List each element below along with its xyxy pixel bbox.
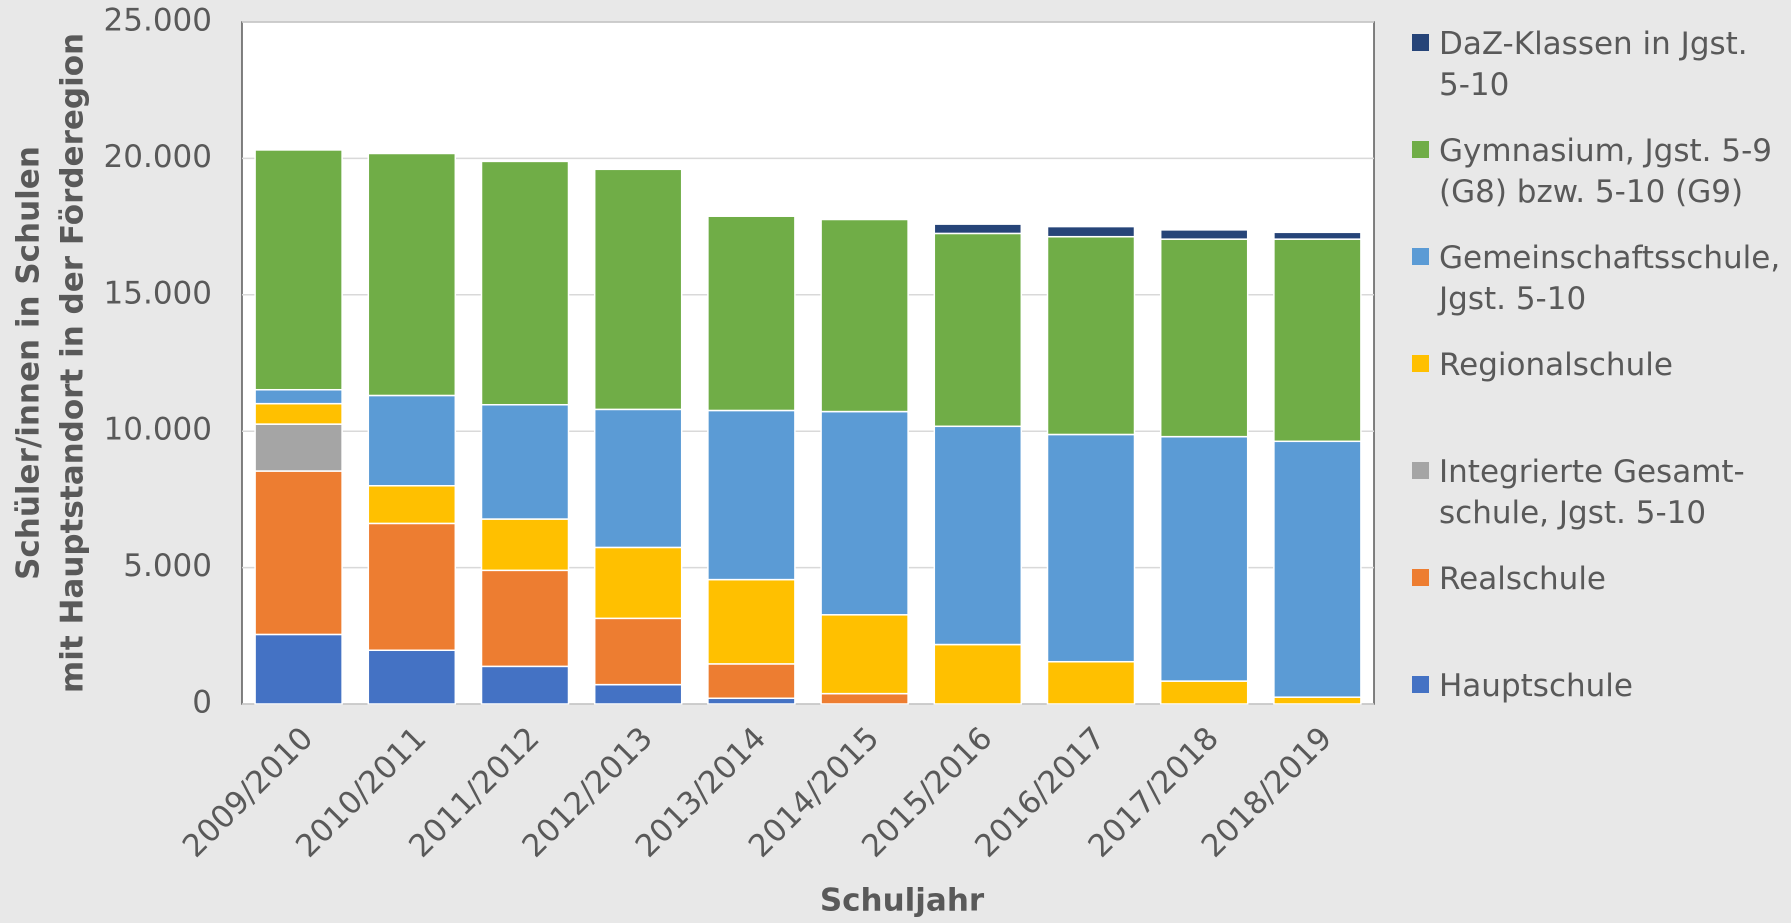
legend-item: Regionalschule [1412, 345, 1782, 386]
bar-segment [254, 633, 343, 705]
legend-label: Integrierte Gesamt-schule, Jgst. 5-10 [1439, 454, 1745, 531]
y-tick-label: 15.000 [104, 275, 212, 311]
bar-segment [820, 218, 909, 413]
bar-segment [933, 223, 1023, 235]
legend-label: DaZ-Klassen in Jgst. 5-10 [1439, 26, 1748, 103]
legend-item: Realschule [1412, 559, 1782, 600]
bar-segment [707, 697, 796, 705]
legend-swatch [1412, 141, 1429, 158]
bar-segment [933, 425, 1023, 646]
bar-segment [593, 168, 683, 411]
legend-label: Gymnasium, Jgst. 5-9 (G8) bzw. 5-10 (G9) [1439, 133, 1772, 210]
bar-segment [254, 402, 343, 425]
bar-segment [367, 394, 457, 487]
legend-item: Hauptschule [1412, 666, 1782, 707]
legend-item: Integrierte Gesamt-schule, Jgst. 5-10 [1412, 452, 1782, 534]
bar-segment [1159, 238, 1249, 438]
bar-segment [1273, 231, 1362, 240]
legend-item: Gymnasium, Jgst. 5-9 (G8) bzw. 5-10 (G9) [1412, 131, 1782, 213]
y-tick-label: 20.000 [104, 139, 212, 175]
bar-segment [254, 388, 343, 405]
bar-segment [933, 232, 1023, 428]
bar-segment [820, 410, 909, 616]
bar-segment [593, 617, 683, 686]
y-tick-label: 10.000 [104, 412, 212, 448]
legend-swatch [1412, 676, 1429, 693]
bar-segment [1159, 680, 1249, 705]
y-axis-title: Schüler/innen in Schulen [11, 146, 47, 580]
bar-segment [1159, 229, 1249, 240]
y-tick-label: 0 [192, 685, 212, 721]
legend-swatch [1412, 248, 1429, 265]
bar-segment [707, 663, 796, 700]
bar-segment [820, 614, 909, 695]
bar-segment [1046, 433, 1136, 663]
y-tick-label: 5.000 [123, 548, 212, 584]
bar-segment [1159, 435, 1249, 682]
bar-segment [367, 649, 457, 705]
legend-label: Regionalschule [1439, 347, 1673, 383]
bar-segment [707, 215, 796, 412]
legend-item: DaZ-Klassen in Jgst. 5-10 [1412, 24, 1782, 106]
bar-segment [254, 423, 343, 472]
bar-segment [593, 683, 683, 705]
bar-segment [367, 485, 457, 525]
legend-label: Realschule [1439, 561, 1607, 597]
legend-swatch [1412, 462, 1429, 479]
bar-segment [367, 152, 457, 397]
bar-segment [820, 692, 909, 705]
x-axis-title: Schuljahr [820, 883, 985, 919]
bar-segment [593, 408, 683, 549]
legend-swatch [1412, 34, 1429, 51]
legend-label: Hauptschule [1439, 668, 1633, 704]
bar-segment [480, 160, 570, 406]
bar-segment [367, 522, 457, 652]
legend-label: Gemeinschaftsschule, Jgst. 5-10 [1439, 240, 1781, 317]
bar-segment [707, 578, 796, 665]
bar-segment [254, 149, 343, 391]
bar-segment [1273, 696, 1362, 705]
legend-swatch [1412, 569, 1429, 586]
y-axis-title: mit Hauptstandort in der Förderegion [55, 33, 91, 693]
bar-segment [1273, 238, 1362, 443]
y-tick-label: 25.000 [104, 3, 212, 39]
bar-segment [480, 518, 570, 572]
bar-segment [707, 409, 796, 581]
legend-item: Gemeinschaftsschule, Jgst. 5-10 [1412, 238, 1782, 320]
bar-segment [593, 546, 683, 620]
bar-segment [1273, 440, 1362, 698]
bar-segment [480, 569, 570, 668]
bar-segment [1046, 225, 1136, 238]
bar-segment [480, 403, 570, 520]
bar-segment [254, 470, 343, 636]
bar-segment [1046, 660, 1136, 705]
bar-segment [933, 643, 1023, 705]
bar-segment [1046, 235, 1136, 436]
bar-segment [480, 665, 570, 705]
legend-swatch [1412, 355, 1429, 372]
